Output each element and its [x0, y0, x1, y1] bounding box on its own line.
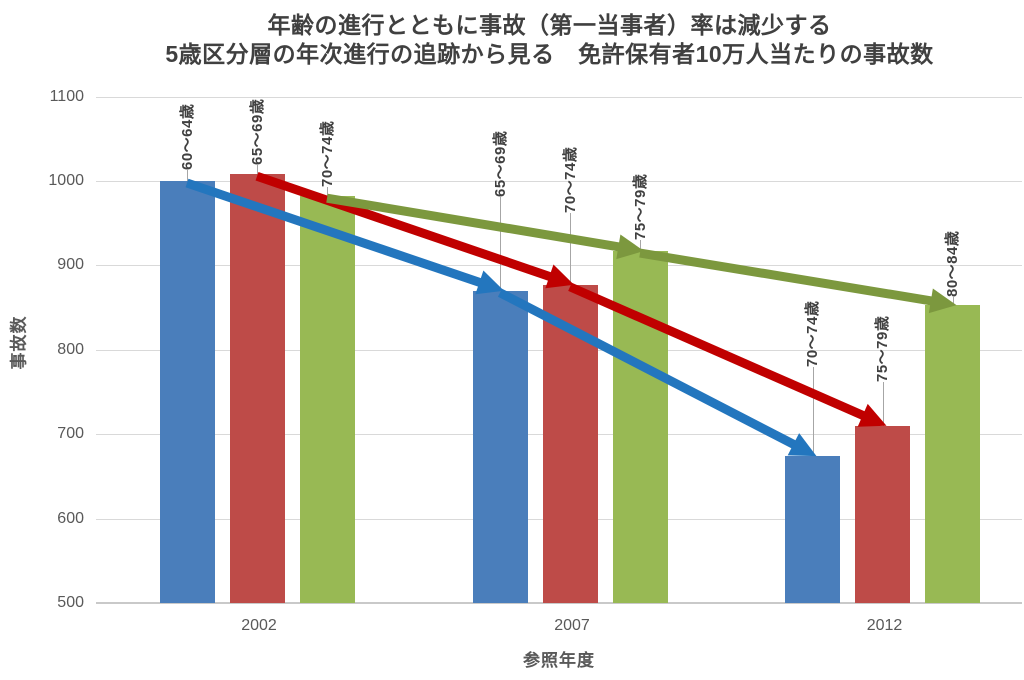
x-axis-line — [96, 602, 1022, 604]
bar-cohort-track-green-2007 — [612, 251, 668, 603]
label-leader-cohort-track-red-2002 — [257, 165, 258, 175]
label-leader-cohort-track-green-2002 — [327, 187, 328, 197]
label-leader-cohort-track-green-2007 — [640, 240, 641, 252]
y-tick-label-700: 700 — [57, 425, 84, 443]
arrow-shaft-cohort-track-green-1 — [639, 248, 938, 307]
y-tick-label-800: 800 — [57, 340, 84, 358]
bar-cohort-track-blue-2012 — [785, 456, 840, 603]
chart-title-line2: 5歳区分層の年次進行の追跡から見る 免許保有者10万人当たりの事故数 — [165, 41, 934, 67]
y-tick-label-500: 500 — [57, 594, 84, 611]
bar-cohort-track-blue-2007 — [472, 290, 528, 603]
bar-label-cohort-track-green-2007: 75～79歳 — [631, 173, 649, 241]
label-leader-cohort-track-blue-2007 — [500, 196, 501, 291]
label-leader-cohort-track-red-2012 — [882, 381, 884, 426]
x-axis-title: 参照年度 — [523, 651, 595, 670]
arrow-shaft-cohort-track-green-0 — [326, 193, 626, 253]
bar-label-cohort-track-green-2012: 80～84歳 — [944, 230, 961, 298]
y-tick-label-900: 900 — [57, 256, 84, 274]
bar-label-cohort-track-red-2007: 70～74歳 — [561, 146, 579, 213]
chart-title: 年齢の進行とともに事故（第一当事者）率は減少する 5歳区分層の年次進行の追跡から… — [0, 10, 1024, 68]
bar-cohort-track-red-2007 — [542, 284, 598, 603]
gridline-1100 — [96, 96, 1022, 98]
bar-label-cohort-track-red-2002: 65～69歳 — [248, 98, 266, 166]
bar-label-cohort-track-blue-2007: 65～69歳 — [491, 130, 509, 197]
label-leader-cohort-track-green-2012 — [952, 297, 954, 306]
bar-cohort-track-blue-2002 — [159, 181, 215, 603]
chart-title-line1: 年齢の進行とともに事故（第一当事者）率は減少する — [267, 12, 832, 38]
bar-cohort-track-green-2012 — [925, 305, 980, 603]
y-tick-label-1100: 1100 — [49, 87, 84, 105]
bar-label-cohort-track-blue-2002: 60～64歳 — [178, 103, 196, 170]
label-leader-cohort-track-blue-2012 — [812, 367, 814, 457]
x-tick-label-2002: 2002 — [241, 617, 277, 634]
bar-cohort-track-green-2002 — [299, 196, 355, 603]
bar-label-cohort-track-green-2002: 70～74歳 — [318, 120, 336, 188]
y-tick-label-600: 600 — [57, 509, 84, 527]
bar-label-cohort-track-blue-2012: 70～74歳 — [804, 300, 821, 368]
bar-cohort-track-red-2012 — [855, 425, 910, 603]
x-tick-label-2007: 2007 — [554, 617, 590, 634]
y-tick-label-1000: 1000 — [48, 172, 84, 189]
label-leader-cohort-track-blue-2002 — [187, 170, 188, 181]
gridline-1000 — [96, 181, 1022, 182]
bar-cohort-track-red-2002 — [229, 174, 285, 603]
x-tick-label-2012: 2012 — [866, 617, 903, 634]
bar-label-cohort-track-red-2012: 75～79歳 — [874, 315, 891, 382]
label-leader-cohort-track-red-2007 — [570, 212, 571, 285]
